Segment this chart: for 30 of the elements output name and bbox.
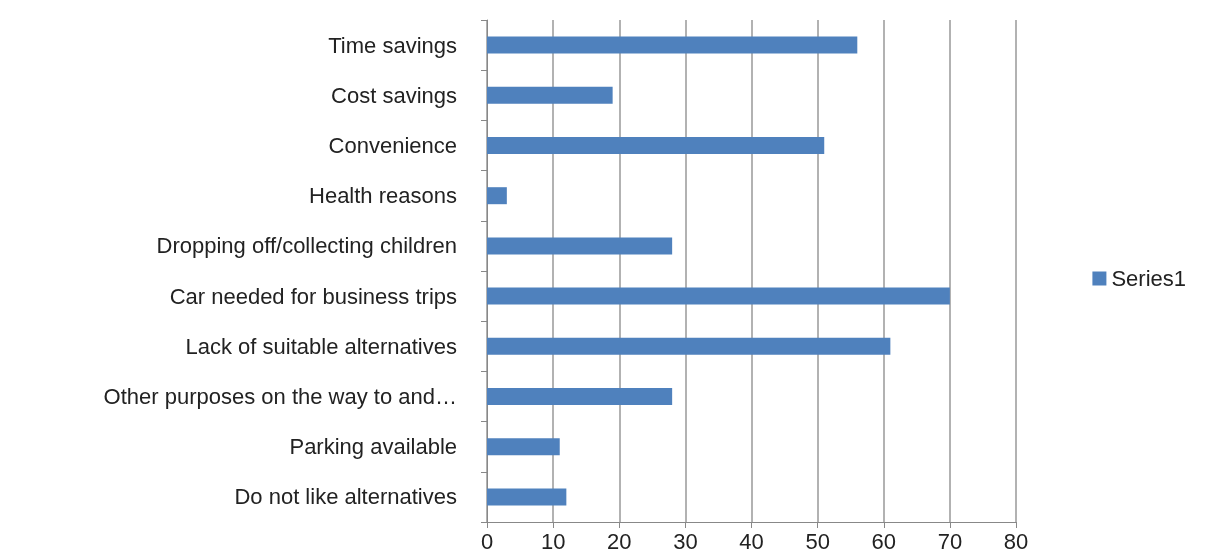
x-tick-label: 30 [673,528,698,554]
bar [487,388,673,405]
bar [487,36,858,54]
y-tick-label: Other purposes on the way to and… [103,384,457,409]
x-tick-label: 50 [805,528,830,554]
bar [487,137,825,154]
bar [487,438,560,456]
x-tick-label: 40 [739,528,764,554]
bar [487,237,673,255]
bar [487,86,613,104]
x-tick-label: 60 [871,528,896,554]
x-tick-label: 80 [1003,528,1029,554]
x-tick-label: 0 [480,528,494,554]
y-tick-label: Lack of suitable alternatives [185,333,457,359]
y-tick-label: Cost savings [331,82,457,108]
y-tick-label: Dropping off/collecting children [156,233,457,259]
bar [487,337,891,355]
legend-label: Series1 [1111,266,1186,291]
y-tick-label: Time savings [328,32,457,58]
x-tick-label: 20 [607,528,632,554]
y-tick-label: Convenience [328,133,457,158]
y-tick-label: Health reasons [309,183,457,209]
bar [487,488,567,506]
x-tick-label: 70 [937,528,963,554]
bar [487,187,507,205]
y-tick-label: Car needed for business trips [169,283,457,309]
bar [487,287,950,305]
x-tick-label: 10 [540,528,566,554]
y-tick-label: Parking available [289,434,457,460]
y-tick-label: Do not like alternatives [234,484,457,510]
